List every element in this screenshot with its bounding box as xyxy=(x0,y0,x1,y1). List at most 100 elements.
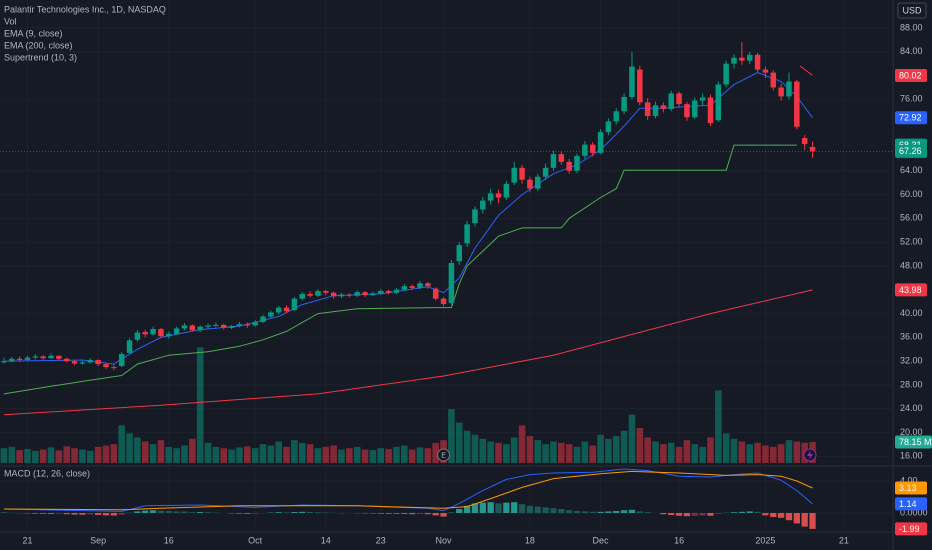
candle-body xyxy=(707,97,714,124)
macd-histogram-bar xyxy=(401,513,408,514)
x-tick-label: 21 xyxy=(22,535,32,545)
macd-histogram-bar xyxy=(762,513,769,516)
y-tick-label: 48.00 xyxy=(900,260,923,270)
volume-bar xyxy=(24,449,31,463)
currency-box[interactable] xyxy=(897,2,927,19)
candle-body xyxy=(613,111,620,122)
volume-bar xyxy=(675,446,683,463)
tag-label: 67.26 xyxy=(899,146,922,156)
candle-body xyxy=(385,290,392,293)
volume-bar xyxy=(730,438,738,463)
macd-histogram-bar xyxy=(605,511,612,513)
macd-histogram-bar xyxy=(416,513,424,514)
volume-bar xyxy=(762,445,769,463)
currency[interactable]: USD xyxy=(902,5,922,15)
macd-histogram-bar xyxy=(620,510,628,513)
candle-body xyxy=(1,361,7,363)
candle-body xyxy=(472,209,478,224)
candle-body xyxy=(378,290,384,294)
candle-body xyxy=(79,362,86,364)
candle-body xyxy=(684,104,690,118)
ema-line xyxy=(3,72,813,365)
x-tick-label: Dec xyxy=(593,535,610,545)
candle-body xyxy=(668,93,674,109)
candle-body xyxy=(582,144,588,156)
price-tag: 3.13 xyxy=(895,481,927,495)
candle-body xyxy=(715,84,722,121)
volume-bar xyxy=(71,448,78,463)
candle-body xyxy=(637,69,643,103)
volume-bar xyxy=(754,442,761,463)
y-tick-label: 20.00 xyxy=(900,427,923,437)
tag-label: 43.98 xyxy=(899,285,922,295)
candle-body xyxy=(794,81,800,127)
volume-bar xyxy=(691,444,699,463)
candle-body xyxy=(629,66,635,97)
macd-histogram-bar xyxy=(707,513,714,516)
macd-histogram-bar xyxy=(173,511,180,513)
macd-histogram-bar xyxy=(785,513,793,521)
macd-histogram-bar xyxy=(770,513,777,517)
volume-bar xyxy=(149,444,157,463)
price-tag: 78.15 M xyxy=(895,435,932,449)
macd-histogram-bar xyxy=(197,512,204,513)
volume-bar xyxy=(683,440,691,463)
macd-histogram-bar xyxy=(432,513,439,516)
candle-body xyxy=(660,105,667,109)
volume-bar xyxy=(393,446,400,463)
candle-body xyxy=(809,146,816,152)
candle-body xyxy=(754,54,761,70)
price-tag: 43.98 xyxy=(895,283,927,297)
macd-histogram-bar xyxy=(393,513,400,514)
volume-bar xyxy=(550,441,557,463)
macd-histogram-bar xyxy=(283,512,290,513)
candle-body xyxy=(40,356,46,359)
macd-histogram-bar xyxy=(754,511,761,513)
macd-histogram-bar xyxy=(424,513,431,515)
volume-bar xyxy=(785,440,793,463)
macd-histogram-bar xyxy=(87,513,94,515)
price-tag: 67.26 xyxy=(895,144,927,158)
candle-body xyxy=(268,312,274,317)
volume-bar xyxy=(534,440,542,463)
tag-label: 3.13 xyxy=(899,483,917,493)
candle-body xyxy=(48,355,54,359)
macd-histogram-bar xyxy=(314,512,322,513)
supertrend-line xyxy=(799,65,813,76)
volume-bar xyxy=(573,446,581,463)
volume-bar xyxy=(605,438,612,463)
macd-line xyxy=(3,470,813,511)
price-tag: 72.92 xyxy=(895,111,927,125)
volume-bar xyxy=(86,450,94,463)
x-tick-label: 16 xyxy=(164,535,174,545)
macd-histogram-bar xyxy=(118,513,125,515)
x-tick-label: Oct xyxy=(248,535,263,545)
y-tick-label: 84.00 xyxy=(900,46,923,56)
event-marker xyxy=(437,448,451,462)
macd-histogram-bar xyxy=(613,511,620,513)
candle-body xyxy=(542,167,549,177)
macd-histogram-bar xyxy=(558,509,565,513)
volume-bar xyxy=(401,445,408,463)
macd-histogram-bar xyxy=(189,512,196,513)
legend-supertrend: Supertrend (10, 3) xyxy=(4,52,77,62)
x-tick-label: 23 xyxy=(376,535,386,545)
volume-bar xyxy=(189,438,196,463)
macd-histogram-bar xyxy=(644,512,651,513)
candle-body xyxy=(731,57,737,64)
macd-histogram-bar xyxy=(675,513,683,516)
candle-body xyxy=(762,69,769,73)
candle-body xyxy=(692,100,698,118)
macd-histogram-bar xyxy=(715,513,722,514)
volume-bar xyxy=(32,450,39,463)
candle-body xyxy=(519,167,525,180)
y-tick-label: 52.00 xyxy=(900,237,923,247)
macd-histogram-bar xyxy=(142,510,149,513)
macd-histogram-bar xyxy=(801,513,808,527)
volume-bar xyxy=(769,446,777,463)
volume-bar xyxy=(353,446,361,463)
macd-histogram-bar xyxy=(691,513,698,516)
macd-histogram-bar xyxy=(252,513,259,514)
